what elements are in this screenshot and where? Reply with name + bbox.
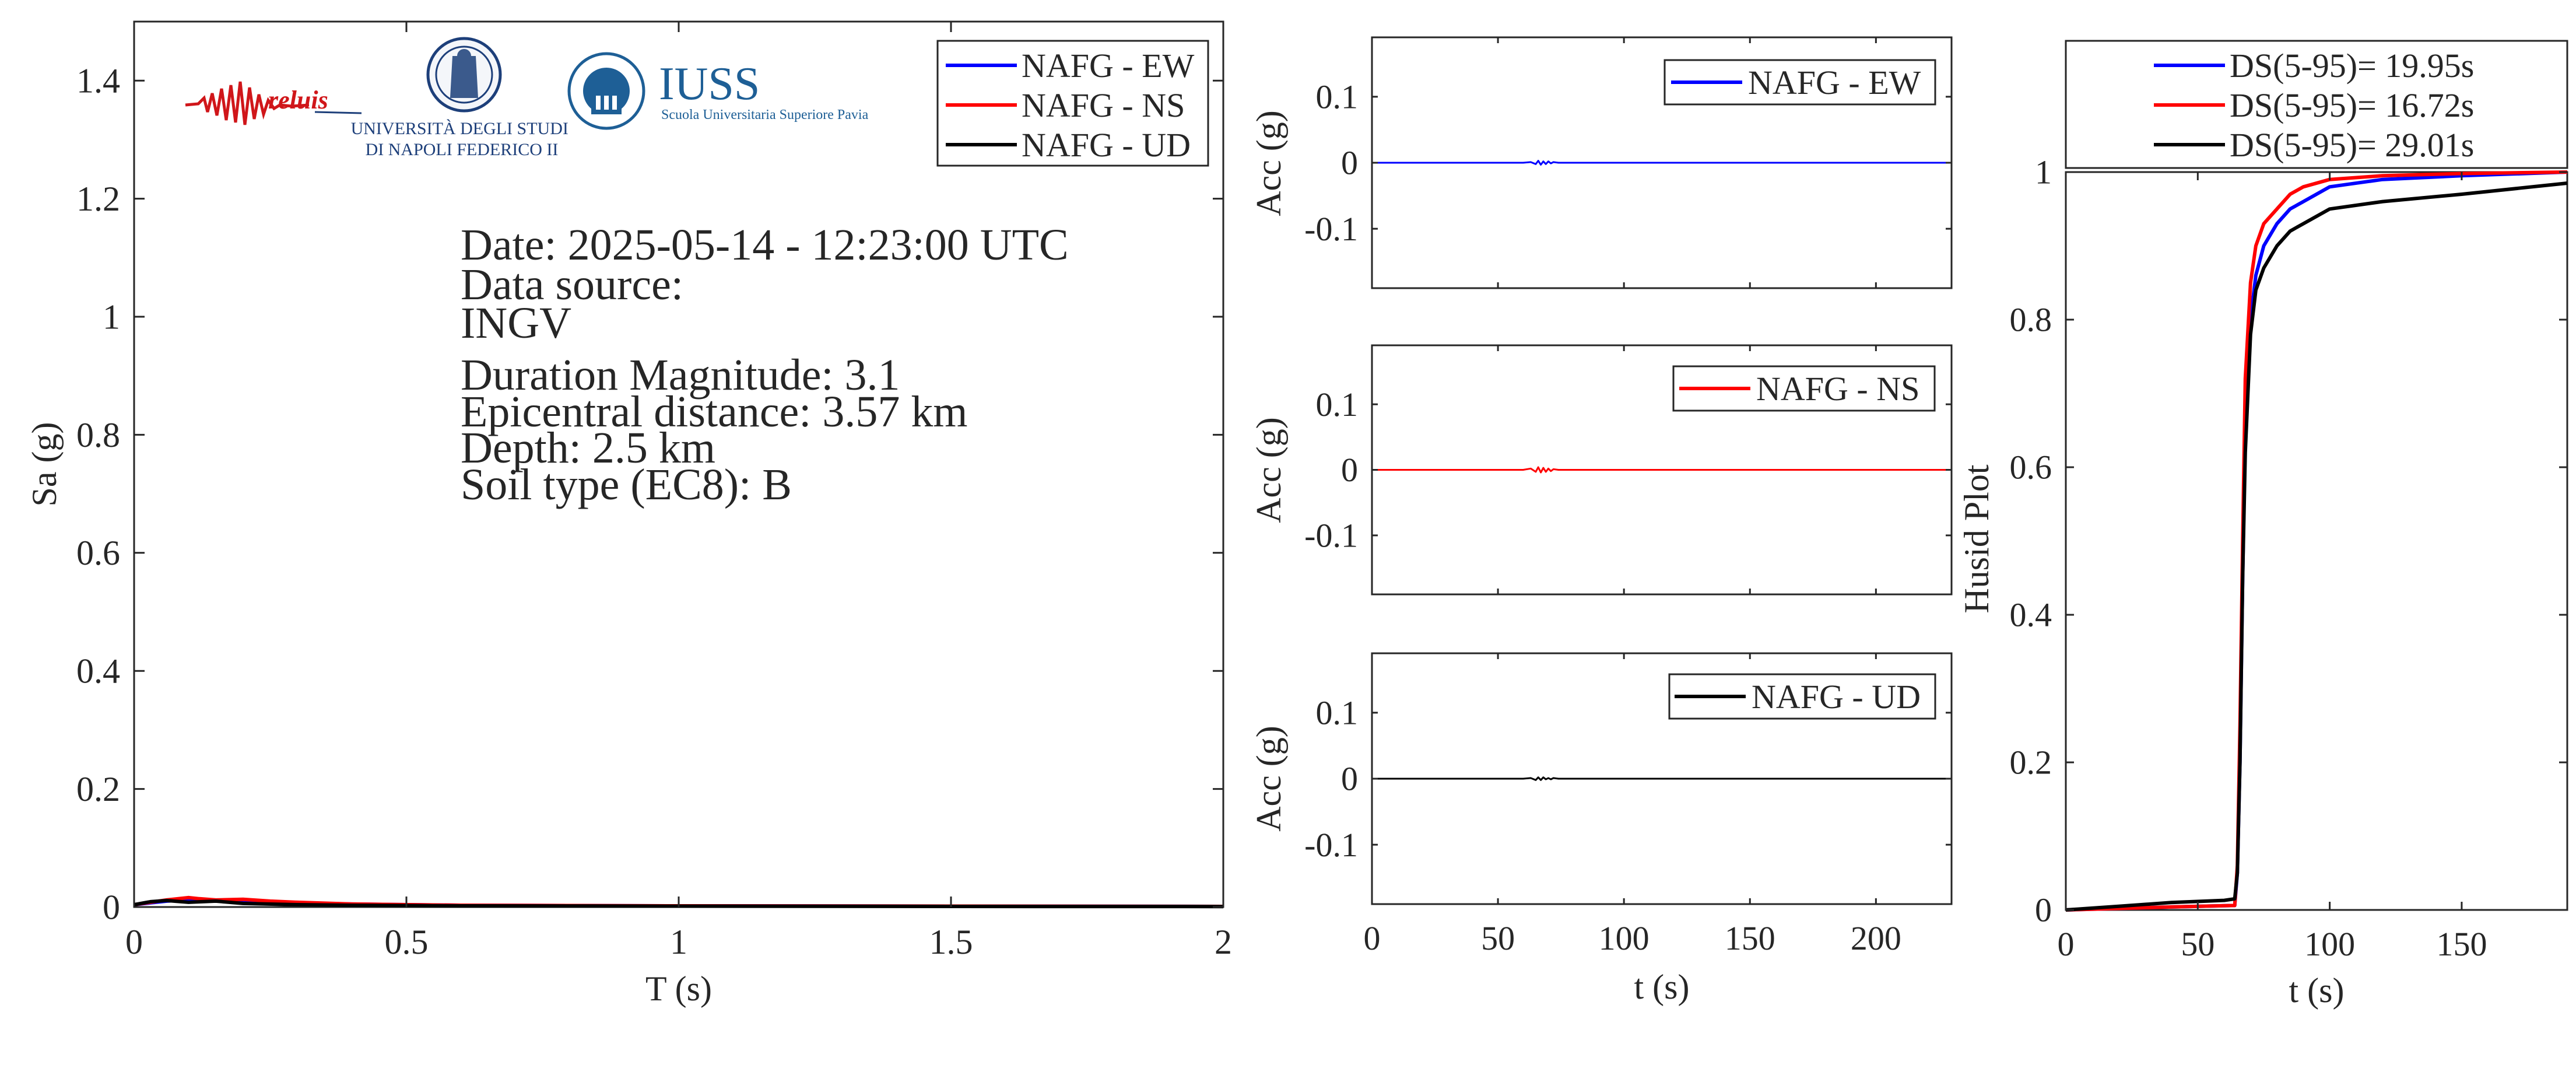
- acc-ns-legend: NAFG - NS: [1672, 365, 1936, 412]
- acc_ns-y-tick-label-1: 0: [1341, 451, 1358, 489]
- acc-ns-y-label: Acc (g): [1250, 417, 1288, 523]
- acc_ud-x-tick-label-3: 150: [1725, 919, 1775, 957]
- acc_ud-y-tick-label-0: 0.1: [1316, 694, 1359, 732]
- spectrum-y-tick-label-5: 1: [103, 297, 120, 336]
- spectrum-legend-ns: NAFG - NS: [1022, 86, 1185, 124]
- spectrum-x-label: T (s): [645, 969, 712, 1008]
- acc_ud-x-tick-label-4: 200: [1851, 919, 1901, 957]
- unina-logo: UNIVERSITÀ DEGLI STUDI DI NAPOLI FEDERIC…: [351, 37, 573, 159]
- spectrum-y-tick-label-7: 1.4: [76, 62, 120, 100]
- husid-y-tick-label-0: 0: [2035, 891, 2052, 929]
- reluis-logo: reluis: [185, 81, 362, 125]
- husid-legend-ns: DS(5-95)= 16.72s: [2230, 86, 2474, 124]
- spectrum-x-tick-label-2: 1: [670, 923, 687, 961]
- event-soil-type: Soil type (EC8): B: [461, 460, 792, 509]
- acc_ud-y-tick-label-2: -0.1: [1304, 826, 1358, 864]
- spectrum-y-tick-label-6: 1.2: [76, 180, 120, 218]
- acc_ns-y-tick-label-2: -0.1: [1304, 517, 1358, 555]
- acc_ns-series-line-0: [1372, 466, 1952, 474]
- acc_ud-x-tick-label-1: 50: [1481, 919, 1515, 957]
- acc-ew-legend-label: NAFG - EW: [1748, 64, 1921, 101]
- event-date: Date: 2025-05-14 - 12:23:00 UTC: [461, 220, 1069, 269]
- acc_ns-y-tick-label-0: 0.1: [1316, 386, 1359, 423]
- husid-y-tick-label-4: 0.8: [2010, 301, 2052, 339]
- event-info: Date: 2025-05-14 - 12:23:00 UTC Data sou…: [461, 220, 1069, 509]
- husid-x-tick-label-0: 0: [2058, 925, 2075, 963]
- husid-x-tick-label-1: 50: [2181, 925, 2214, 963]
- spectrum-x-tick-label-0: 0: [125, 923, 143, 961]
- husid-legend-ew: DS(5-95)= 19.95s: [2230, 47, 2474, 85]
- husid-legend-ud: DS(5-95)= 29.01s: [2230, 126, 2474, 164]
- spectrum-y-tick-label-3: 0.6: [76, 534, 120, 572]
- spectrum-y-tick-label-1: 0.2: [76, 770, 120, 808]
- spectrum-x-tick-label-1: 0.5: [385, 923, 429, 961]
- reluis-logo-text: reluis: [268, 86, 328, 114]
- husid-y-tick-label-2: 0.4: [2010, 596, 2052, 634]
- acc_ew-y-tick-label-2: -0.1: [1304, 210, 1358, 248]
- spectrum-legend-ud: NAFG - UD: [1022, 126, 1191, 164]
- spectrum-y-label: Sa (g): [25, 422, 64, 507]
- husid-y-tick-label-3: 0.6: [2010, 449, 2052, 486]
- event-distance: Epicentral distance: 3.57 km: [461, 387, 968, 436]
- spectrum-series-line-2: [134, 898, 1224, 909]
- event-magnitude: Duration Magnitude: 3.1: [461, 351, 900, 400]
- acc-ud-panel: 0.1 0 -0.1 0 50 100 150 200 t (s) Acc (g) NAFG …: [1250, 652, 1953, 1006]
- acc_ud-y-tick-label-1: 0: [1341, 760, 1358, 798]
- spectrum-y-tick-label-0: 0: [103, 888, 120, 926]
- spectrum-x-tick-label-4: 2: [1215, 923, 1232, 961]
- acc-ud-legend: NAFG - UD: [1668, 673, 1936, 720]
- spectrum-series-group: [134, 895, 1224, 909]
- acc-ud-x-label: t (s): [1634, 968, 1690, 1006]
- acc-ud-y-label: Acc (g): [1250, 726, 1288, 832]
- event-depth: Depth: 2.5 km: [461, 423, 715, 472]
- husid-y-label: Husid Plot: [1957, 464, 1996, 613]
- acc-ew-legend: NAFG - EW: [1663, 59, 1936, 106]
- event-source: INGV: [461, 299, 571, 348]
- husid-x-tick-label-2: 100: [2304, 925, 2355, 963]
- spectrum-legend: NAFG - EW NAFG - NS NAFG - UD: [936, 40, 1209, 167]
- husid-series-line-1: [2065, 170, 2568, 912]
- spectrum-panel: 0 0.2 0.4 0.6 0.8 1 1.2 1.4 0 0.5 1 1.5 2 T (s) Sa (…: [25, 20, 1232, 1008]
- spectrum-legend-ew: NAFG - EW: [1022, 47, 1195, 85]
- acc-ew-panel: 0.1 0 -0.1 Acc (g) NAFG - EW: [1250, 36, 1953, 289]
- acc_ew-series-line-0: [1372, 160, 1952, 166]
- spectrum-x-tick-label-3: 1.5: [929, 923, 973, 961]
- husid-legend: DS(5-95)= 19.95s DS(5-95)= 16.72s DS(5-9…: [2065, 40, 2568, 169]
- husid-x-tick-label-3: 150: [2436, 925, 2487, 963]
- acc_ew-y-tick-label-0: 0.1: [1316, 78, 1359, 116]
- acc-ew-y-label: Acc (g): [1250, 110, 1288, 216]
- husid-y-tick-label-1: 0.2: [2010, 744, 2052, 782]
- acc_ud-x-tick-label-2: 100: [1599, 919, 1650, 957]
- iuss-logo: IUSS Scuola Universitaria Superiore Pavi…: [567, 52, 869, 130]
- unina-logo-text: UNIVERSITÀ DEGLI STUDI DI NAPOLI FEDERIC…: [351, 119, 573, 159]
- acc-ud-legend-label: NAFG - UD: [1752, 678, 1921, 716]
- iuss-logo-subtitle: Scuola Universitaria Superiore Pavia: [661, 107, 869, 122]
- event-source-label: Data source:: [461, 260, 683, 309]
- acc-ns-panel: 0.1 0 -0.1 Acc (g) NAFG - NS: [1250, 344, 1953, 596]
- acc_ud-x-tick-label-0: 0: [1364, 919, 1381, 957]
- acc_ew-y-tick-label-1: 0: [1341, 144, 1358, 182]
- husid-series-line-2: [2065, 181, 2568, 912]
- acc_ud-series-line-0: [1372, 776, 1952, 781]
- iuss-logo-text: IUSS: [659, 58, 760, 110]
- spectrum-y-tick-label-4: 0.8: [76, 416, 120, 454]
- husid-y-tick-label-5: 1: [2035, 153, 2052, 191]
- husid-x-label: t (s): [2289, 971, 2345, 1010]
- spectrum-y-tick-label-2: 0.4: [76, 652, 120, 691]
- husid-panel: 0 0.2 0.4 0.6 0.8 1 0 50 100 150 t (s) Husid Plot…: [1957, 40, 2568, 1010]
- acc-ns-legend-label: NAFG - NS: [1756, 370, 1919, 408]
